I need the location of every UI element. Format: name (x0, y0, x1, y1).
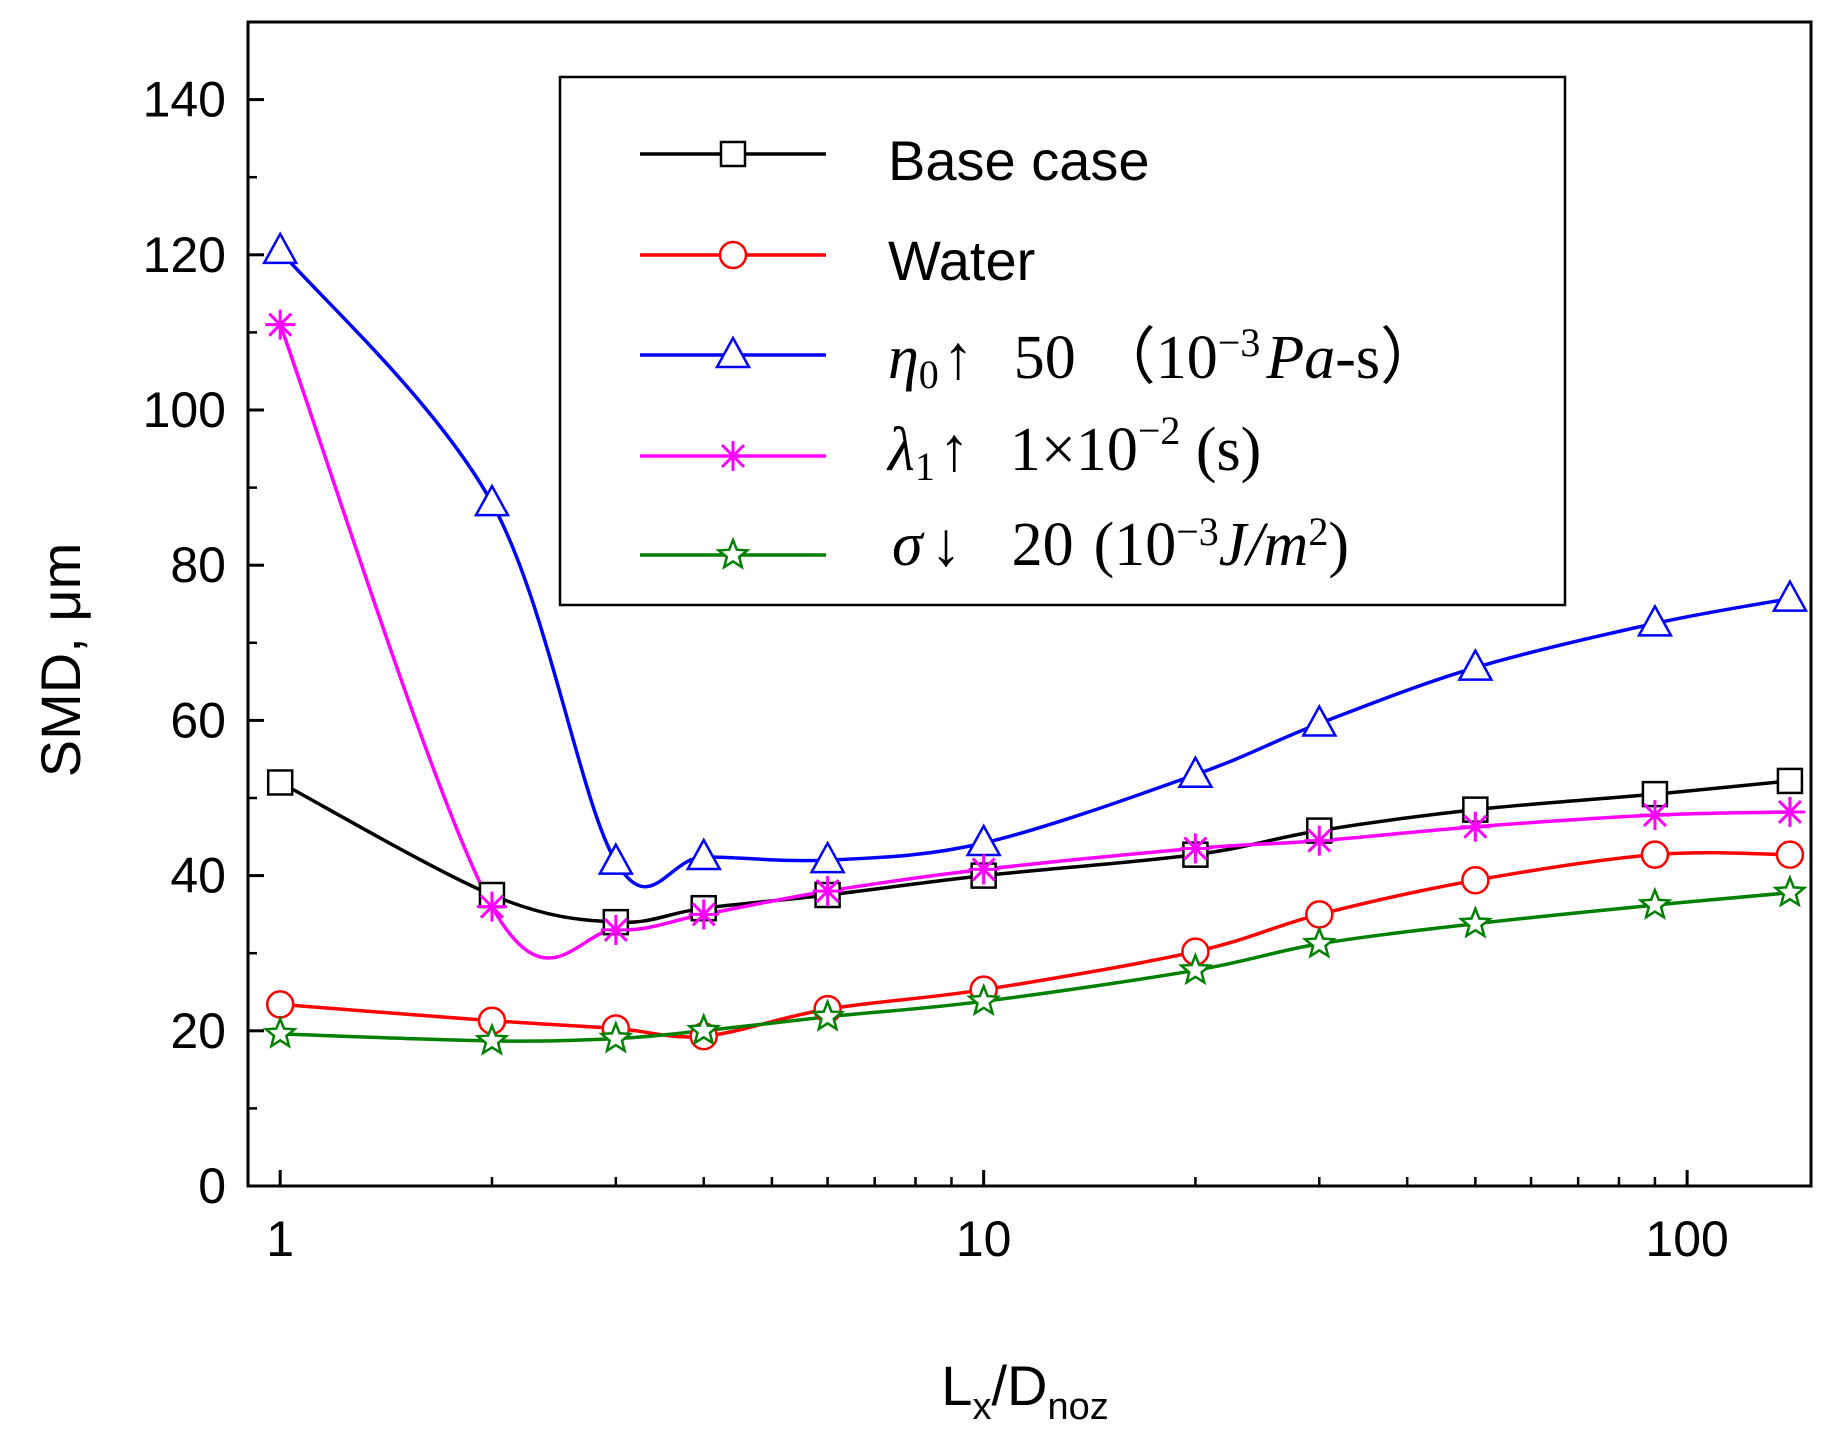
legend-marker-4 (718, 441, 748, 471)
legend-marker-3 (714, 335, 752, 369)
data-point-series-4 (1639, 800, 1670, 831)
series-line-2 (280, 850, 1790, 1039)
data-point-series-3 (685, 837, 722, 871)
legend-lambda-arrow: ↑ (939, 416, 970, 484)
legend-eta-arrow: ↑ (943, 324, 974, 392)
legend-sigma-close: ) (1328, 511, 1349, 579)
legend-eta-exp: −3 (1218, 320, 1261, 365)
y-tick-label: 20 (170, 1003, 226, 1059)
legend-sigma-arrow: ↓ (931, 511, 962, 579)
data-point-series-4 (1304, 825, 1335, 856)
data-point-series-5 (474, 1022, 510, 1056)
legend-eta-unit: Pa (1265, 324, 1335, 392)
data-point-series-2 (1461, 866, 1490, 895)
legend-lambda-value: 1×10 (1010, 416, 1138, 484)
legend-label-eta: η0↑ 50 （10−3Pa-s） (888, 320, 1442, 397)
series-line-3 (278, 249, 1791, 889)
data-point-series-4 (600, 914, 631, 945)
legend-sigma-exp2: 2 (1308, 509, 1328, 554)
data-point-series-3 (1636, 603, 1674, 637)
legend-lambda-unit-tail: (s) (1180, 416, 1261, 484)
legend-lambda-symbol: λ (886, 416, 915, 484)
data-point-series-3 (809, 840, 846, 874)
y-tick-label: 100 (143, 382, 226, 438)
x-axis-title-sub2: noz (1047, 1386, 1108, 1428)
data-point-series-3 (1177, 755, 1214, 788)
data-point-series-5 (1177, 951, 1213, 986)
series-markers (262, 231, 1809, 1056)
data-point-series-4 (476, 891, 507, 922)
legend-label-base-case: Base case (888, 129, 1150, 192)
legend-label-lambda: λ1↑ 1×10−2 (s) (886, 408, 1261, 489)
y-tick-label: 60 (170, 692, 226, 748)
legend: Base case Water η0↑ 50 （10−3Pa-s） λ1↑ 1×10−… (558, 75, 1567, 607)
legend-marker-2 (718, 240, 748, 270)
data-point-series-4 (1460, 811, 1491, 842)
data-point-series-4 (812, 876, 843, 907)
legend-lambda-exp: −2 (1138, 408, 1181, 453)
legend-eta-unit-tail: -s） (1335, 324, 1442, 392)
x-tick-label: 10 (956, 1211, 1012, 1267)
data-point-series-4 (688, 899, 719, 930)
data-point-series-2 (1775, 840, 1805, 869)
data-point-series-2 (1305, 900, 1334, 929)
x-axis-title-main: L (941, 1354, 972, 1417)
legend-sigma-value: 20 (1012, 511, 1074, 579)
data-point-series-3 (597, 842, 634, 875)
data-point-series-3 (1457, 648, 1494, 681)
series-line-1 (279, 779, 1791, 925)
x-tick-label: 100 (1645, 1211, 1728, 1267)
x-axis-title: Lx/Dnoz (941, 1354, 1108, 1428)
data-point-series-2 (265, 990, 295, 1019)
legend-label-sigma: σ ↓ 20 (10−3J/m2) (892, 509, 1349, 579)
plot-frame (246, 20, 1813, 1188)
y-tick-label: 140 (143, 72, 226, 128)
data-point-series-5 (686, 1012, 722, 1046)
data-point-series-5 (810, 998, 846, 1032)
data-point-series-1 (266, 769, 294, 796)
x-axis-title-sub1: x (972, 1386, 991, 1428)
data-point-series-4 (1774, 796, 1805, 827)
y-tick-label: 40 (170, 848, 226, 904)
legend-samples (640, 140, 826, 570)
legend-sigma-open: (10 (1094, 511, 1177, 579)
data-point-series-5 (1457, 905, 1493, 939)
legend-marker-5 (715, 536, 751, 570)
legend-eta-value: 50 (1014, 324, 1076, 392)
legend-label-water: Water (888, 229, 1035, 292)
data-point-series-5 (1772, 874, 1808, 908)
data-point-series-5 (1637, 886, 1673, 920)
data-point-series-4 (265, 309, 296, 340)
y-axis-title: SMD, μm (29, 543, 92, 777)
legend-marker-1 (719, 140, 747, 168)
legend-eta-open: （10 (1094, 324, 1218, 392)
data-point-series-5 (598, 1020, 634, 1054)
x-axis-title-sep: /D (991, 1354, 1047, 1417)
y-tick-label: 80 (170, 537, 226, 593)
data-point-series-3 (1301, 703, 1338, 737)
data-point-series-3 (473, 483, 511, 517)
data-point-series-4 (1180, 833, 1211, 864)
y-tick-label: 120 (143, 227, 226, 283)
data-point-series-5 (966, 982, 1002, 1017)
data-point-series-3 (1771, 578, 1809, 612)
legend-lambda-sub: 1 (915, 444, 935, 489)
legend-eta-sub: 0 (919, 352, 939, 397)
data-point-series-5 (262, 1015, 298, 1049)
data-point-series-4 (968, 854, 999, 885)
data-point-series-5 (1301, 925, 1337, 959)
legend-eta-symbol: η (888, 324, 919, 392)
data-point-series-3 (262, 231, 299, 265)
legend-sigma-exp: −3 (1176, 509, 1219, 554)
x-tick-label: 1 (266, 1211, 294, 1267)
legend-sigma-unit: J/m (1219, 511, 1309, 579)
data-point-series-2 (1640, 840, 1670, 869)
data-point-series-1 (1776, 767, 1804, 795)
legend-sigma-symbol: σ (892, 511, 925, 579)
series-line-5 (280, 890, 1791, 1043)
y-tick-label: 0 (198, 1158, 226, 1214)
